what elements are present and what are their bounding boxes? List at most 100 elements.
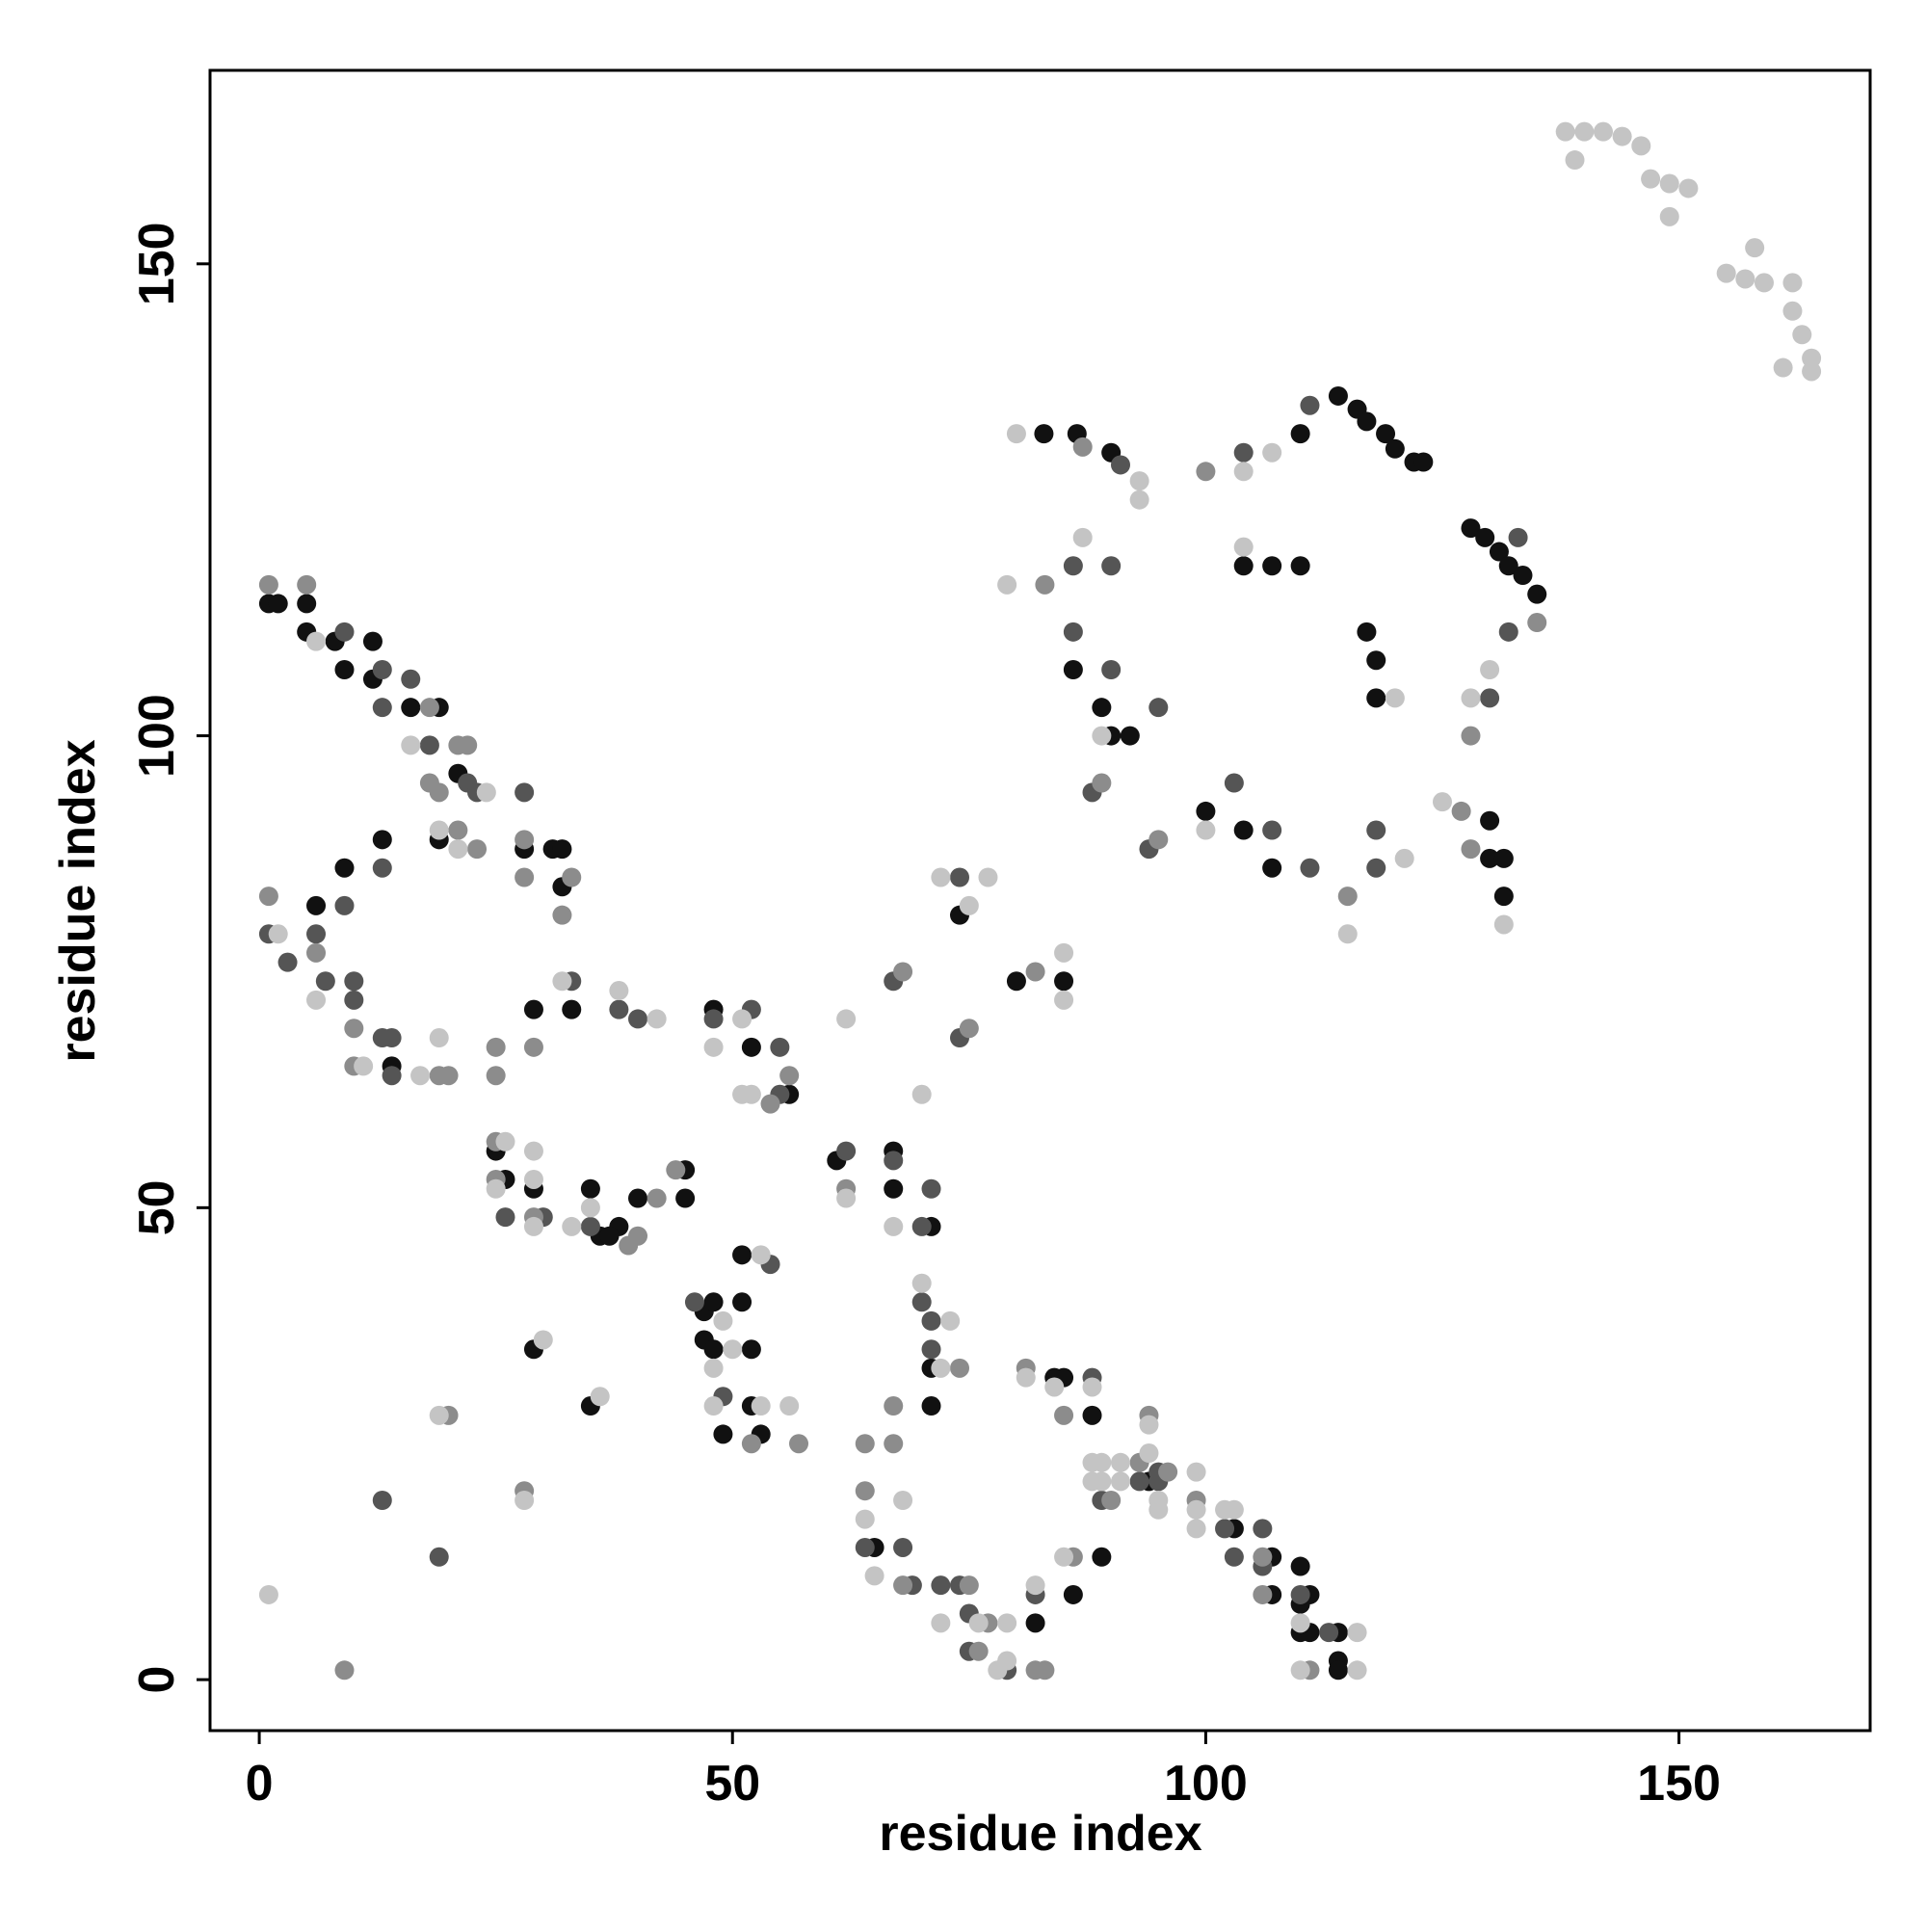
point — [950, 1358, 970, 1378]
point — [580, 1178, 600, 1199]
point — [940, 1310, 961, 1331]
point — [1006, 424, 1026, 444]
point — [268, 594, 288, 614]
point — [1792, 325, 1812, 345]
point — [1092, 773, 1112, 793]
point — [1129, 471, 1149, 491]
point — [1186, 1462, 1206, 1482]
point — [836, 1188, 857, 1208]
point — [836, 1009, 857, 1029]
point — [354, 1056, 374, 1076]
point — [1224, 773, 1244, 793]
point — [1101, 556, 1122, 576]
point — [1129, 1471, 1149, 1492]
point — [1025, 962, 1045, 982]
point — [1262, 858, 1282, 878]
point — [1290, 1584, 1310, 1604]
point — [1196, 462, 1216, 482]
point — [1233, 556, 1254, 576]
point — [884, 1434, 904, 1454]
point — [344, 990, 364, 1010]
point — [1262, 820, 1282, 840]
point — [1148, 1499, 1169, 1520]
point — [1782, 301, 1803, 321]
point — [911, 1273, 932, 1293]
point — [855, 1509, 875, 1529]
point — [884, 1216, 904, 1236]
point — [580, 1216, 600, 1236]
point — [1054, 990, 1074, 1010]
point — [741, 1434, 761, 1454]
point — [760, 1094, 780, 1114]
point — [1493, 848, 1514, 868]
point — [1461, 518, 1481, 539]
point — [1092, 1471, 1112, 1492]
point — [1641, 169, 1661, 189]
point — [1565, 150, 1585, 171]
point — [1054, 1547, 1074, 1567]
point — [703, 1358, 724, 1378]
point — [1527, 584, 1547, 604]
point — [486, 1066, 506, 1086]
point — [1233, 462, 1254, 482]
point — [931, 1358, 951, 1378]
point — [1063, 622, 1083, 642]
point — [1357, 411, 1377, 432]
point — [1063, 556, 1083, 576]
point — [1337, 924, 1358, 944]
point — [334, 858, 355, 878]
point — [599, 1226, 620, 1246]
point — [959, 895, 979, 915]
point — [1782, 273, 1803, 293]
point — [1612, 126, 1632, 146]
point — [666, 1160, 686, 1180]
point — [552, 839, 572, 860]
point — [334, 895, 355, 915]
point — [997, 1613, 1017, 1633]
point — [911, 1084, 932, 1104]
point — [647, 1188, 667, 1208]
point — [1480, 660, 1500, 680]
point — [1413, 452, 1434, 472]
point — [931, 1613, 951, 1633]
point — [959, 1575, 979, 1596]
point — [1394, 848, 1414, 868]
point — [382, 1066, 402, 1086]
point — [950, 867, 970, 887]
point — [562, 1216, 582, 1236]
point — [523, 1216, 543, 1236]
point — [1498, 622, 1518, 642]
point — [1215, 1519, 1235, 1539]
point — [306, 631, 327, 651]
point — [334, 622, 355, 642]
point — [297, 594, 317, 614]
point — [362, 631, 383, 651]
point — [921, 1396, 941, 1416]
point — [1385, 438, 1405, 459]
point — [1480, 688, 1500, 708]
point — [1508, 527, 1528, 547]
y-tick-label: 50 — [129, 1179, 185, 1235]
point — [372, 830, 392, 850]
point — [703, 1037, 724, 1057]
point — [855, 1434, 875, 1454]
point — [419, 735, 439, 755]
point — [741, 1037, 761, 1057]
point — [921, 1310, 941, 1331]
point — [1054, 942, 1074, 963]
point — [1082, 1405, 1102, 1425]
point — [438, 1066, 459, 1086]
point — [1224, 1547, 1244, 1567]
point — [855, 1537, 875, 1557]
point — [732, 1009, 752, 1029]
point — [1025, 1613, 1045, 1633]
point — [1385, 688, 1405, 708]
point — [552, 971, 572, 992]
point — [1101, 1490, 1122, 1510]
point — [609, 999, 629, 1019]
point — [1716, 263, 1736, 283]
point — [1101, 660, 1122, 680]
point — [1092, 1452, 1112, 1472]
point — [306, 895, 327, 915]
